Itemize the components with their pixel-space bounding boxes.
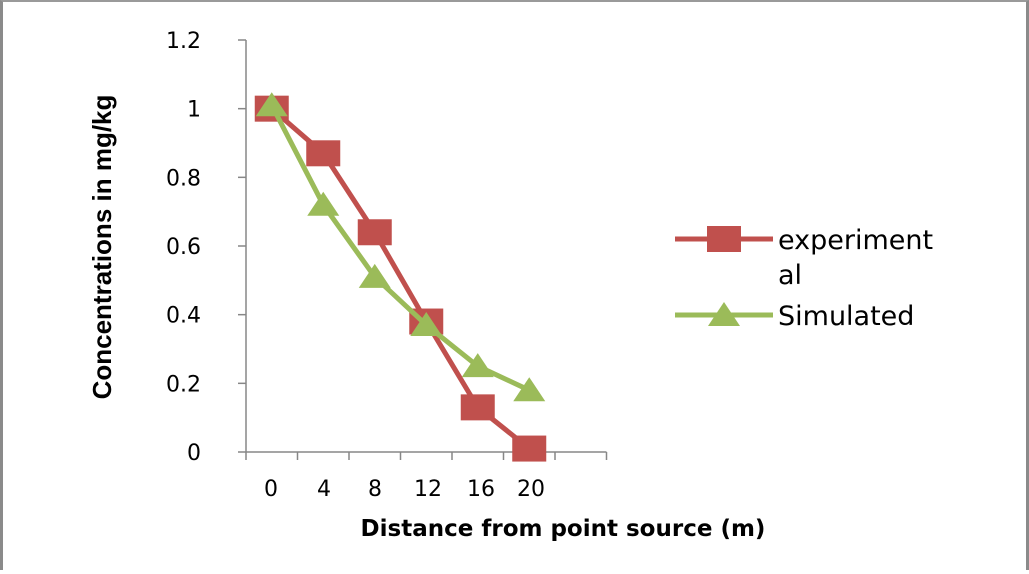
y-tick-label: 1 [187, 98, 201, 123]
series-experimental [254, 95, 547, 462]
data-point-triangle [307, 191, 340, 216]
data-point-square [460, 394, 495, 421]
x-tick-label: 0 [264, 477, 278, 502]
x-tick-label: 8 [368, 477, 382, 502]
y-axis-title: Concentrations in mg/kg [87, 95, 117, 400]
axes [245, 40, 607, 453]
legend-swatch-marker [708, 302, 740, 326]
data-point-square [512, 435, 547, 462]
y-tick-label: 0.4 [166, 304, 201, 329]
x-tick-label: 16 [467, 477, 495, 502]
legend-label: al [778, 260, 802, 291]
x-tick-label: 12 [414, 477, 442, 502]
series-layer [254, 92, 547, 462]
legend-item-simulated: Simulated [675, 301, 914, 332]
y-tick-label: 1.2 [166, 29, 201, 54]
y-tick-label: 0.6 [166, 235, 201, 260]
line-chart: 0 0.2 0.4 0.6 0.8 1 1.2 0 4 8 12 16 20 experiment al… [87, 29, 933, 542]
data-point-triangle [358, 263, 391, 288]
x-axis-ticks: 0 4 8 12 16 20 [245, 452, 608, 502]
series-simulated [255, 92, 546, 402]
legend: experiment al Simulated [675, 225, 933, 332]
y-axis-ticks: 0 0.2 0.4 0.6 0.8 1 1.2 [166, 29, 246, 466]
x-axis-title: Distance from point source (m) [361, 516, 766, 542]
data-point-triangle [461, 353, 494, 378]
y-tick-label: 0.2 [166, 372, 201, 397]
x-tick-label: 20 [517, 477, 545, 502]
y-tick-label: 0.8 [166, 166, 201, 191]
legend-label: Simulated [778, 301, 914, 332]
legend-label: experiment [778, 225, 933, 256]
y-tick-label: 0 [187, 441, 201, 466]
data-point-triangle [513, 377, 546, 402]
data-point-square [357, 219, 392, 246]
legend-swatch-marker [707, 226, 741, 252]
x-tick-label: 4 [317, 477, 331, 502]
data-point-triangle [255, 92, 288, 117]
data-point-square [306, 140, 341, 167]
data-point-triangle [410, 311, 443, 336]
legend-item-experimental: experiment al [675, 225, 933, 291]
